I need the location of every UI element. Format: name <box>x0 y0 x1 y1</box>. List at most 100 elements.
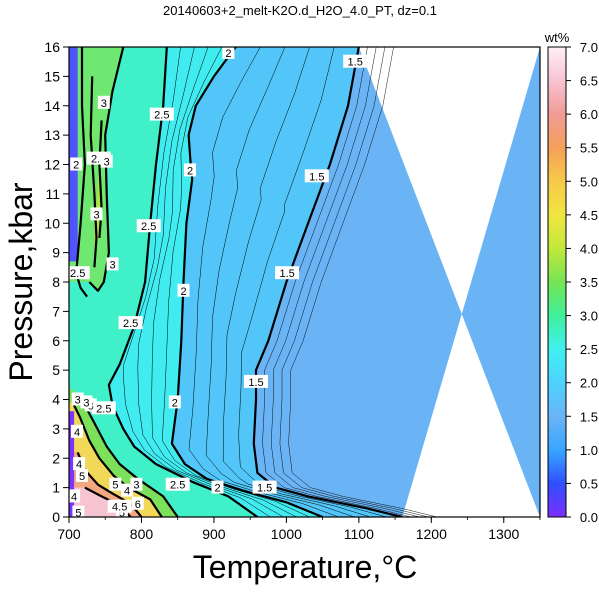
contour-label: 3 <box>93 209 99 221</box>
contour-label: 4 <box>76 459 82 471</box>
contour-label-box <box>80 395 93 409</box>
contour-label: 3 <box>83 397 89 409</box>
region-left-low <box>69 47 78 262</box>
contour-line-3 <box>89 76 98 268</box>
contour-label-box <box>244 374 268 388</box>
contour-label: 1.5 <box>309 171 324 183</box>
contour-label: 5 <box>79 471 85 483</box>
y-tick-label: 2 <box>52 450 60 466</box>
y-tick-label: 9 <box>52 245 60 261</box>
contour-label: 2.5 <box>123 318 138 330</box>
contour-label-group: 2.5 <box>91 401 116 415</box>
contour-line-2-5 <box>75 47 88 298</box>
contour-label-group: 1.5 <box>252 480 277 495</box>
contour-label-box <box>222 45 235 59</box>
contour-label-group: 5 <box>72 505 85 520</box>
contour-label-group: 4 <box>68 489 81 503</box>
contour-label: 3 <box>104 157 110 169</box>
contour-label-group: 3 <box>130 477 143 492</box>
contour-label-group: 1.5 <box>275 266 300 280</box>
colorbar: 0.0 0.5 1.0 1.5 2.0 2.5 3.0 3.5 4.0 4.5 5.0 5.5 6.0 6… <box>547 40 598 525</box>
y-tick-label: 4 <box>52 392 60 408</box>
contour-label: 2.5 <box>70 268 85 280</box>
x-axis: 700 800 900 1000 1100 1200 1300 <box>57 517 541 542</box>
contour-labels: 1.51.51.51.51.5222222.52.52.52.52.52.52.… <box>65 45 368 520</box>
contour-label-box <box>121 483 133 497</box>
contour-label: 5 <box>75 508 81 520</box>
contour-label-box <box>131 496 144 510</box>
colorbar-tick-label: 7.0 <box>580 40 598 55</box>
contour-label-box <box>107 499 132 513</box>
y-tick-label: 10 <box>44 215 60 231</box>
contour-label-group: 2 <box>168 395 181 409</box>
contour-label-box <box>177 283 190 297</box>
contour-label-group: 4.5 <box>107 499 132 514</box>
contour-label: 2 <box>172 397 178 409</box>
x-tick-label: 800 <box>130 526 154 542</box>
contour-label-group: 2.5 <box>149 107 174 122</box>
heatmap-fill <box>69 47 540 517</box>
contour-label: 1.5 <box>279 268 294 280</box>
contour-label: 5 <box>119 508 125 520</box>
contour-label-group: 4 <box>71 424 83 439</box>
contour-label-group: 4 <box>121 483 133 498</box>
contour-label: 2.5 <box>154 110 169 122</box>
contour-label-box <box>72 505 85 519</box>
colorbar-tick-label: 6.5 <box>580 74 598 89</box>
contour-label: 4 <box>74 427 80 439</box>
contour-label-box <box>65 266 90 280</box>
colorbar-label: wt% <box>544 30 570 45</box>
contour-label-group: 2.5 <box>118 316 143 330</box>
region-1.5-2 <box>171 47 403 517</box>
contour-label-box <box>165 477 190 491</box>
y-axis-label: Pressure,kbar <box>3 182 39 382</box>
contour-label-group: 1.5 <box>244 374 268 389</box>
colorbar-tick-label: 0.0 <box>580 510 598 525</box>
contour-line-2-5 <box>107 47 259 517</box>
contour-label: 2 <box>73 160 79 172</box>
contour-label-box <box>97 95 110 109</box>
x-tick-label: 1100 <box>344 526 374 542</box>
contour-label-group: 2.5 <box>65 266 90 280</box>
y-tick-label: 14 <box>44 98 60 114</box>
contour-label-box <box>168 395 181 409</box>
contour-label-box <box>149 107 174 121</box>
y-tick-label: 8 <box>52 274 60 290</box>
contour-label: 4 <box>124 486 130 498</box>
y-tick-label: 1 <box>52 480 60 496</box>
contour-label-box <box>130 477 143 491</box>
contour-label-group: 6 <box>131 496 144 511</box>
colorbar-tick-label: 3.0 <box>580 309 598 324</box>
contour-label-box <box>70 157 83 171</box>
y-tick-label: 0 <box>52 509 60 525</box>
contour-label-group: 2.5 <box>165 477 190 492</box>
contour-label-group: 3 <box>90 207 103 221</box>
colorbar-tick-label: 2.5 <box>580 342 598 357</box>
contour-label-group: 2 <box>177 283 190 298</box>
contour-label-box <box>73 457 86 471</box>
contour-label-box <box>90 207 103 221</box>
x-tick-label: 1000 <box>271 526 302 542</box>
contour-label-group: 5 <box>109 477 122 492</box>
contour-label-group: 3 <box>106 257 119 271</box>
contour-label-group: 2 <box>70 157 83 172</box>
contour-label-group: 3 <box>80 395 93 409</box>
contour-label: 3 <box>75 395 81 407</box>
thin-contour-line <box>238 47 387 517</box>
y-tick-label: 12 <box>44 157 60 173</box>
contour-label-group: 1.5 <box>304 169 329 183</box>
contour-label-box <box>106 257 119 271</box>
x-tick-label: 1200 <box>416 526 447 542</box>
colorbar-tick-label: 0.5 <box>580 476 598 491</box>
contour-label-box <box>76 468 88 482</box>
y-tick-label: 16 <box>44 39 60 55</box>
contour-label: 4.5 <box>112 502 127 514</box>
contour-label: 6 <box>135 499 141 511</box>
y-tick-label: 11 <box>45 186 60 202</box>
contour-label: 2 <box>225 48 231 60</box>
contour-label-box <box>343 54 368 68</box>
contour-label: 2 <box>214 483 220 495</box>
contour-label-group: 1.5 <box>343 54 368 69</box>
colorbar-tick-label: 2.0 <box>580 376 598 391</box>
